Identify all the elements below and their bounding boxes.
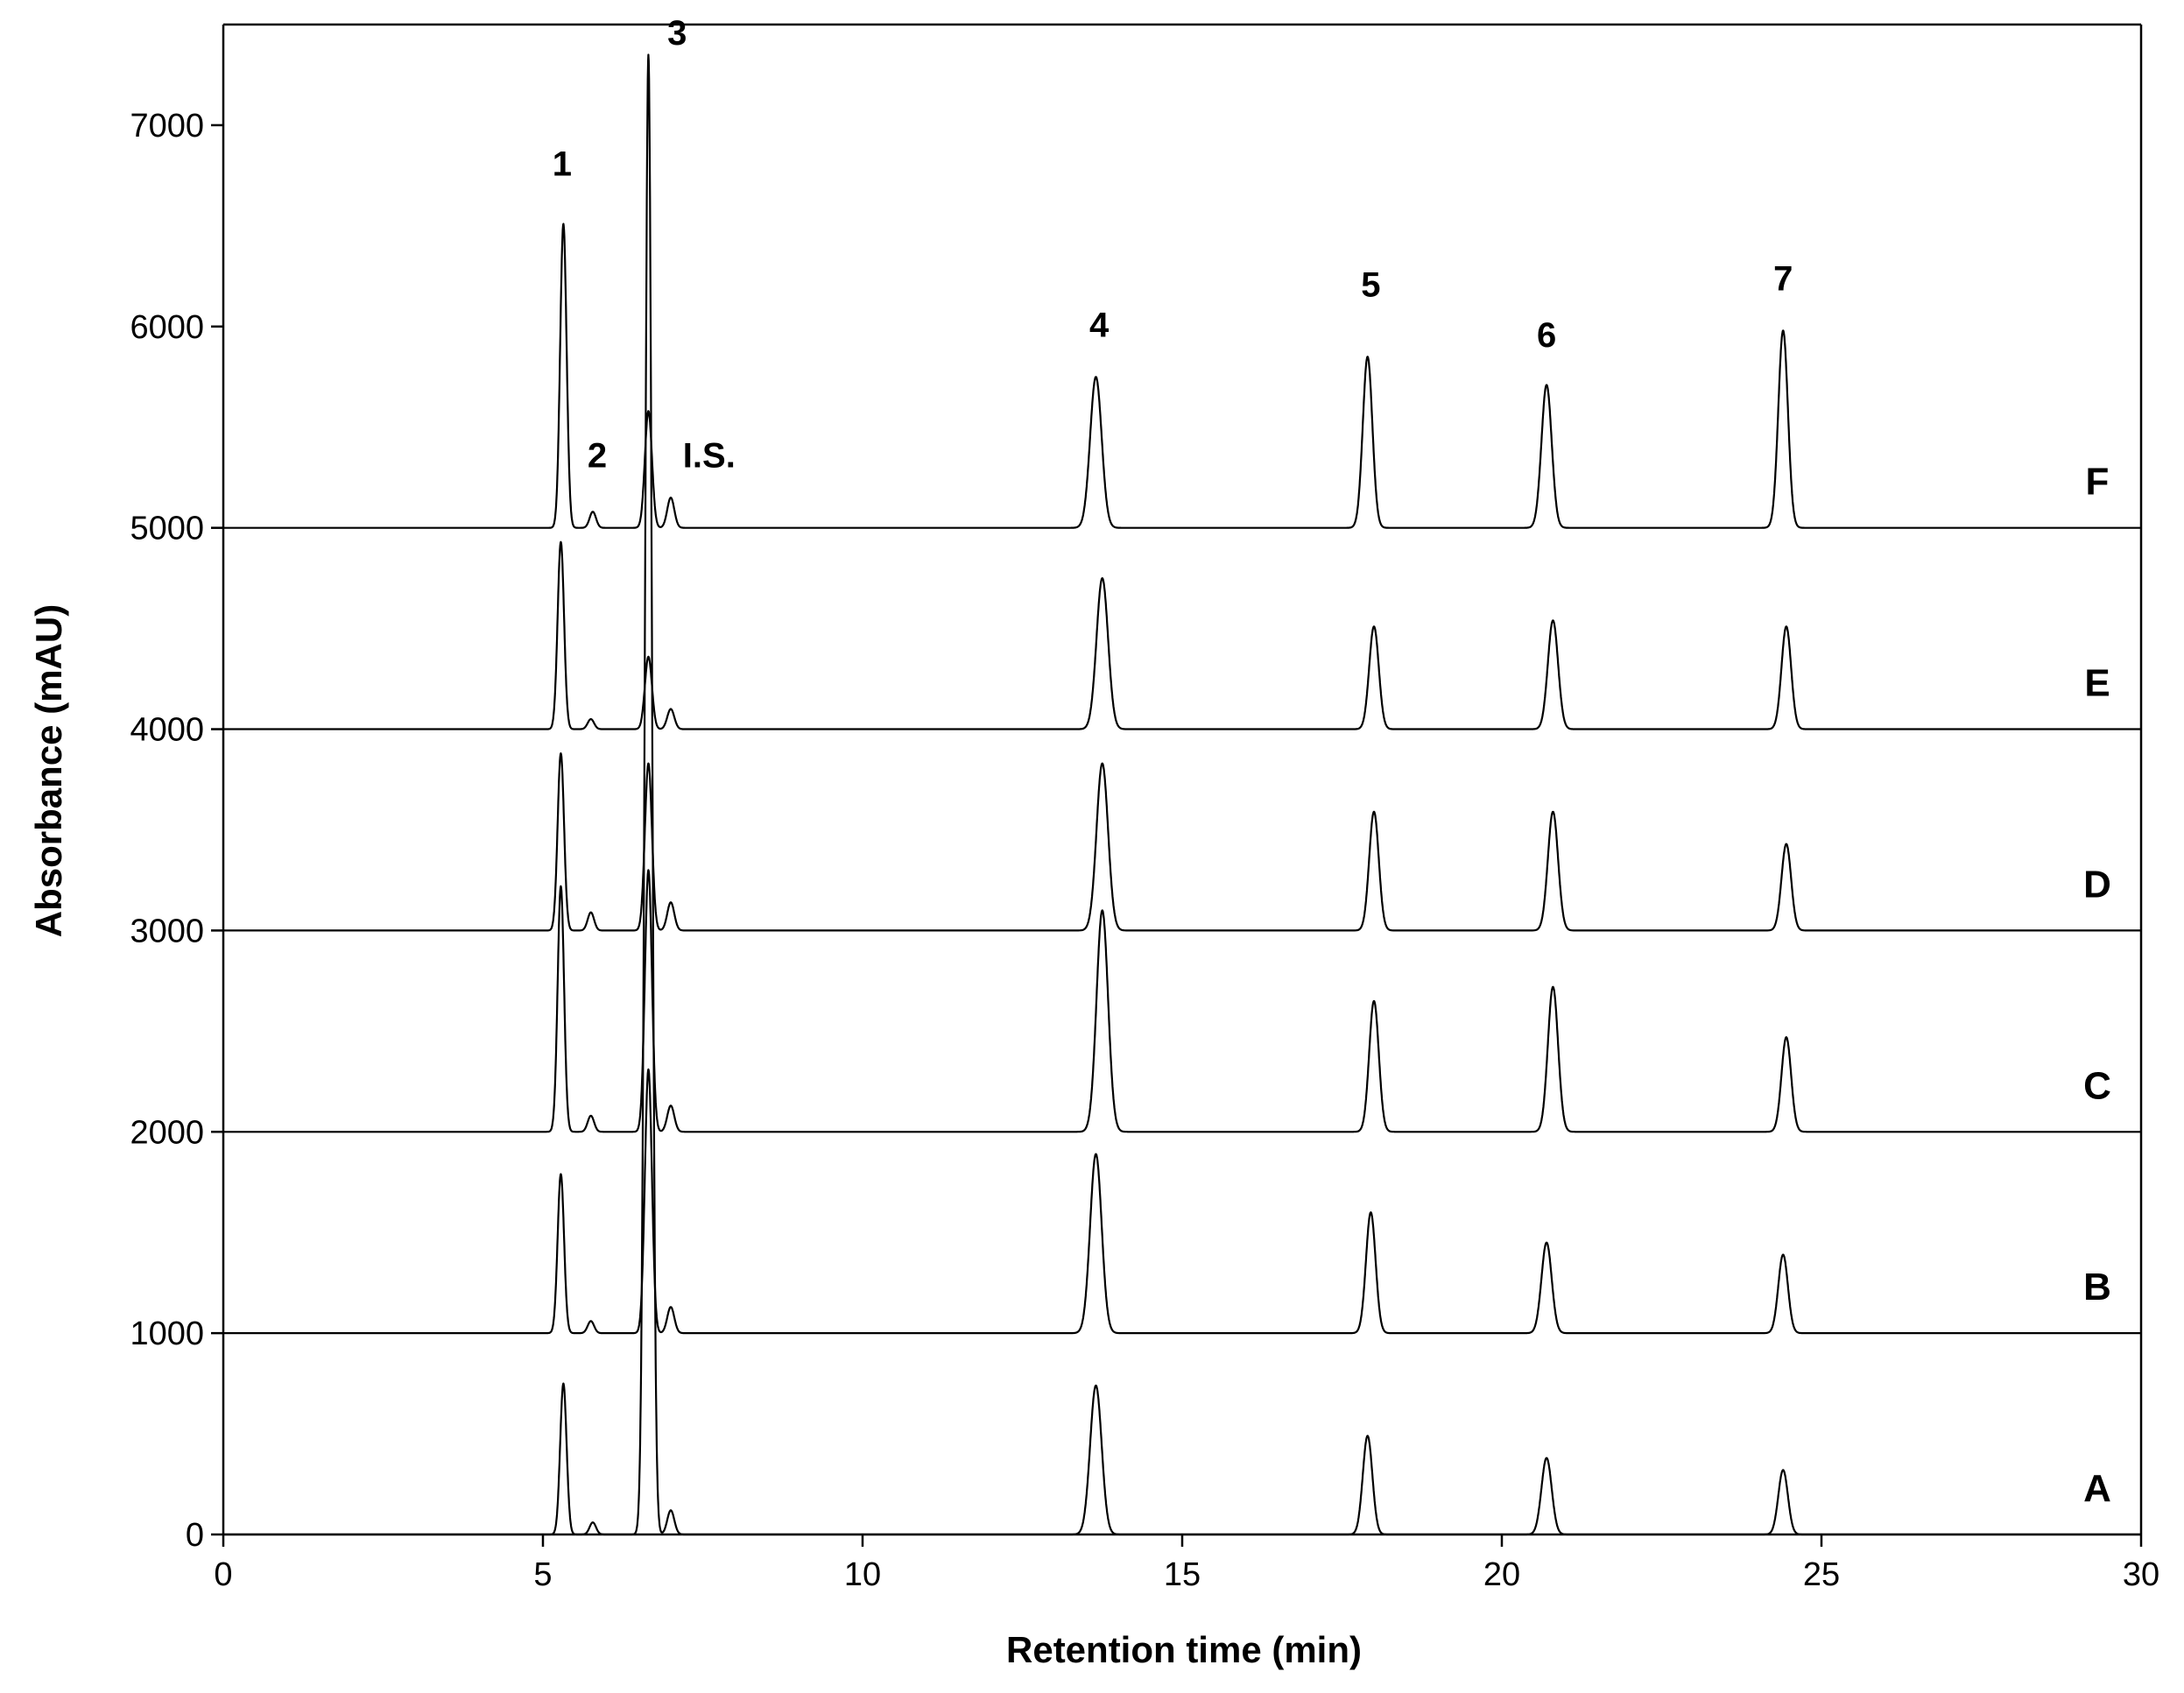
y-tick-label: 7000 (130, 108, 204, 145)
peak-label: 2 (588, 437, 607, 476)
y-axis-ticks: 0 1000 2000 3000 4000 5000 6000 7000 (130, 108, 223, 1554)
y-tick-label: 2000 (130, 1114, 204, 1151)
x-tick-label: 25 (1803, 1556, 1840, 1593)
trace-label-e: E (2084, 662, 2110, 705)
y-tick-label: 1000 (130, 1316, 204, 1352)
x-axis-title: Retention time (min) (1006, 1629, 1362, 1670)
trace-b (222, 1068, 2142, 1335)
x-axis-ticks: 0 5 10 15 20 25 30 (214, 1534, 2159, 1593)
trace-label-b: B (2083, 1266, 2111, 1309)
peak-label: I.S. (683, 437, 736, 476)
trace-label-c: C (2083, 1064, 2111, 1107)
chromatogram-traces (222, 53, 2142, 1536)
plot-frame (222, 23, 2143, 1536)
x-tick-label: 30 (2123, 1556, 2159, 1593)
trace-d (222, 751, 2142, 932)
y-tick-label: 4000 (130, 712, 204, 749)
peak-label: 3 (667, 14, 687, 53)
y-axis-title: Absorbance (mAU) (28, 604, 69, 937)
trace-f (222, 222, 2142, 529)
y-tick-label: 0 (186, 1517, 204, 1554)
peak-label: 5 (1361, 265, 1380, 304)
trace-label-a: A (2083, 1467, 2111, 1510)
peak-label: 4 (1089, 306, 1110, 344)
peak-label: 7 (1773, 259, 1793, 298)
trace-labels: A B C D E F (2083, 461, 2111, 1510)
x-tick-label: 5 (533, 1556, 552, 1593)
peak-label: 6 (1537, 316, 1556, 355)
peak-label: 1 (553, 145, 572, 183)
y-tick-label: 6000 (130, 309, 204, 346)
x-tick-label: 10 (844, 1556, 881, 1593)
trace-a (222, 53, 2142, 1536)
trace-label-d: D (2083, 863, 2111, 906)
y-tick-label: 5000 (130, 511, 204, 547)
y-tick-label: 3000 (130, 913, 204, 949)
peak-labels: 1 2 3 I.S. 4 5 6 7 (553, 14, 1793, 476)
trace-c (222, 869, 2142, 1133)
trace-e (222, 540, 2142, 730)
trace-label-f: F (2086, 461, 2110, 504)
x-tick-label: 0 (214, 1556, 232, 1593)
x-tick-label: 15 (1164, 1556, 1201, 1593)
x-tick-label: 20 (1483, 1556, 1520, 1593)
